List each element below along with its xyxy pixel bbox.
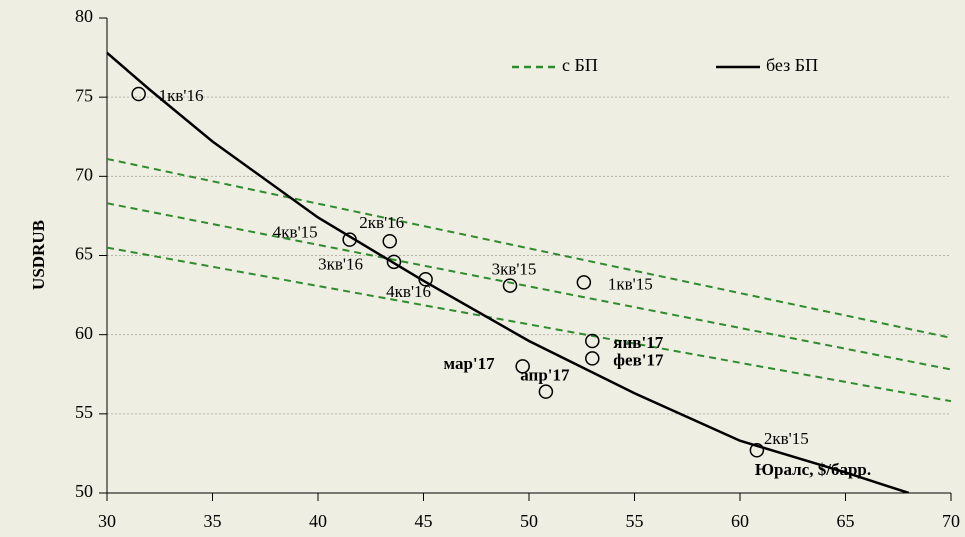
legend-label: с БП: [562, 55, 598, 75]
point: [585, 333, 600, 349]
y-tick-label: 60: [75, 323, 93, 343]
x-tick-label: 30: [98, 511, 116, 531]
point-label: 1кв'15: [608, 274, 653, 293]
point-label: 3кв'15: [492, 259, 537, 278]
y-tick-label: 50: [75, 481, 93, 501]
point: [576, 275, 592, 290]
x-tick-label: 65: [837, 511, 855, 531]
point-label: мар'17: [444, 354, 496, 373]
y-tick-label: 55: [75, 402, 93, 422]
point: [502, 278, 518, 293]
point-label: 1кв'16: [159, 86, 204, 105]
y-axis-label: USDRUB: [29, 220, 48, 290]
point-label: фев'17: [613, 350, 664, 369]
point: [585, 351, 600, 366]
point: [418, 272, 433, 287]
y-tick-label: 80: [75, 6, 93, 26]
x-tick-label: 60: [731, 511, 749, 531]
x-axis-label: Юралс, $/барр.: [755, 460, 871, 479]
plot-area: [107, 51, 951, 493]
dashed-line: [107, 246, 951, 403]
point-label: 4кв'15: [273, 223, 318, 242]
point-label: янв'17: [613, 333, 663, 352]
x-tick-label: 50: [520, 511, 538, 531]
point: [515, 359, 530, 374]
x-tick-label: 35: [204, 511, 222, 531]
x-tick-label: 55: [626, 511, 644, 531]
point-label: 3кв'16: [318, 255, 363, 274]
point: [382, 234, 397, 249]
y-tick-label: 75: [75, 85, 93, 105]
x-tick-label: 70: [942, 511, 960, 531]
point: [131, 86, 146, 102]
x-tick-label: 40: [309, 511, 327, 531]
x-tick-label: 45: [415, 511, 433, 531]
point-label: 4кв'16: [386, 282, 431, 301]
curve: [107, 51, 910, 493]
point: [538, 384, 554, 399]
point: [342, 232, 357, 247]
legend-label: без БП: [766, 55, 818, 75]
y-tick-label: 70: [75, 164, 93, 184]
point-label: апр'17: [520, 366, 570, 385]
y-tick-label: 65: [75, 244, 93, 264]
point-label: 2кв'16: [359, 213, 404, 232]
point-label: 2кв'15: [764, 429, 809, 448]
point: [386, 254, 402, 270]
point: [749, 443, 765, 458]
